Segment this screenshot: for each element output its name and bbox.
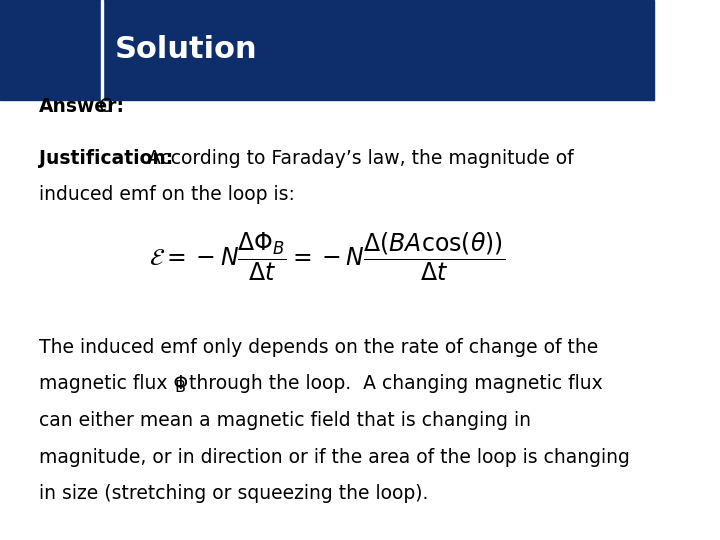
Text: Solution: Solution <box>114 36 257 64</box>
Bar <box>102 0 103 100</box>
Text: The induced emf only depends on the rate of change of the: The induced emf only depends on the rate… <box>39 338 598 356</box>
Text: magnitude, or in direction or if the area of the loop is changing: magnitude, or in direction or if the are… <box>39 448 630 467</box>
Text: through the loop.  A changing magnetic flux: through the loop. A changing magnetic fl… <box>183 374 603 393</box>
Text: can either mean a magnetic field that is changing in: can either mean a magnetic field that is… <box>39 411 531 430</box>
Text: Answer:: Answer: <box>39 97 125 116</box>
Text: B: B <box>174 380 186 395</box>
Text: $\mathcal{E} = -N\dfrac{\Delta\Phi_{B}}{\Delta t} = -N\dfrac{\Delta\left(BA\cos(: $\mathcal{E} = -N\dfrac{\Delta\Phi_{B}}{… <box>149 231 505 282</box>
Text: in size (stretching or squeezing the loop).: in size (stretching or squeezing the loo… <box>39 484 428 503</box>
Text: induced emf on the loop is:: induced emf on the loop is: <box>39 185 295 204</box>
Text: C: C <box>99 97 112 116</box>
Text: magnetic flux Φ: magnetic flux Φ <box>39 374 189 393</box>
Bar <box>0 0 654 100</box>
Text: Justification:: Justification: <box>39 148 174 167</box>
Text: According to Faraday’s law, the magnitude of: According to Faraday’s law, the magnitud… <box>136 148 574 167</box>
